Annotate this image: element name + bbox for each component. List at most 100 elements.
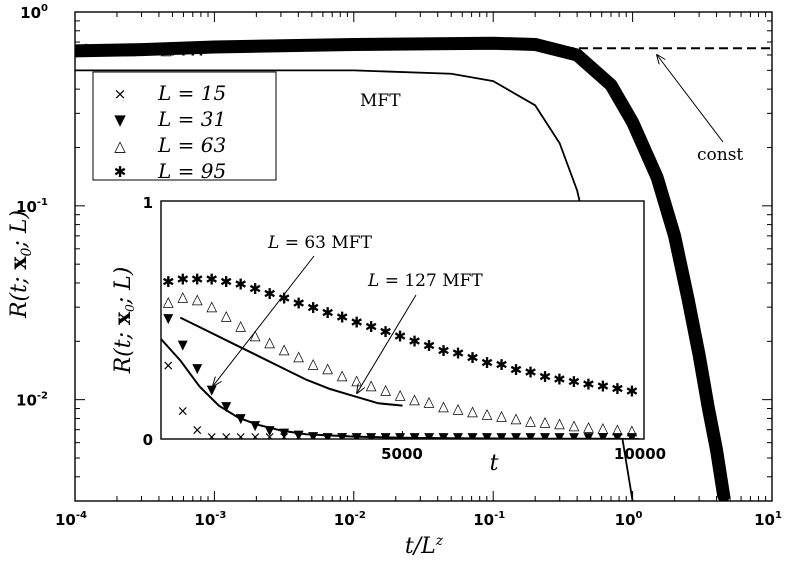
inset-point-triangle-up-open: △ xyxy=(627,422,638,438)
inset-point-asterisk: ✱ xyxy=(394,328,407,346)
inset-mft-line xyxy=(179,316,403,407)
x-tick-label: 101 xyxy=(754,510,782,529)
inset-point-triangle-down-filled: ▼ xyxy=(453,431,463,446)
inset-point-triangle-down-filled: ▼ xyxy=(163,312,173,327)
inset-point-triangle-up-open: △ xyxy=(453,401,464,417)
data-point-asterisk: ✱ xyxy=(166,41,179,60)
inset-point-triangle-down-filled: ▼ xyxy=(424,431,434,446)
inset-point-triangle-up-open: △ xyxy=(467,403,478,419)
inset-point-x: × xyxy=(336,430,348,446)
inset-point-asterisk: ✱ xyxy=(524,363,537,381)
inset-plot: ××× × × × × × × × × × ×▼▼▼▼▼▼ ▼ ▼ ▼ ▼ ▼ ▼ ▼ ▼ ▼ ▼ ▼ ▼ ▼ ▼ ▼ ▼ ▼ ▼ ▼ ▼ ▼… xyxy=(160,200,645,446)
inset-point-triangle-down-filled: ▼ xyxy=(207,383,217,398)
x-axis-label: t/Lz xyxy=(405,533,444,559)
inset-point-x: × xyxy=(278,430,290,446)
x-tick-label: 10-1 xyxy=(473,510,505,529)
data-point-triangle: △ xyxy=(161,43,172,59)
inset-point-triangle-down-filled: ▼ xyxy=(511,431,521,446)
inset-x-tick-mid: 5000 xyxy=(381,445,423,463)
inset-point-triangle-up-open: △ xyxy=(308,356,319,372)
inset-point-triangle-down-filled: ▼ xyxy=(540,431,550,446)
x-tick-label: 10-3 xyxy=(194,510,226,529)
legend-label: L = 95 xyxy=(157,159,226,183)
inset-point-triangle-down-filled: ▼ xyxy=(612,431,622,446)
legend-marker: ▼ xyxy=(114,111,126,129)
inset-point-asterisk: ✱ xyxy=(336,309,349,327)
data-point-asterisk: ✱ xyxy=(186,41,199,60)
data-point-asterisk: ✱ xyxy=(152,41,165,60)
inset-l63-mft-annotation: L = 63 MFT xyxy=(267,233,373,253)
inset-point-x: × xyxy=(264,430,276,446)
inset-point-triangle-down-filled: ▼ xyxy=(265,423,275,438)
inset-point-triangle-down-filled: ▼ xyxy=(352,431,362,446)
legend-label: L = 63 xyxy=(157,133,226,157)
inset-point-triangle-down-filled: ▼ xyxy=(366,431,376,446)
inset-point-triangle-up-open: △ xyxy=(250,327,261,343)
inset-point-triangle-up-open: △ xyxy=(540,414,551,430)
inset-point-triangle-down-filled: ▼ xyxy=(294,428,304,443)
inset-point-asterisk: ✱ xyxy=(582,375,595,393)
legend: × L = 15 ▼ L = 31 △ L = 63 ✱ L = 95 xyxy=(92,71,277,183)
inset-point-triangle-down-filled: ▼ xyxy=(569,431,579,446)
inset-point-triangle-up-open: △ xyxy=(293,349,304,365)
inset-point-asterisk: ✱ xyxy=(626,382,639,400)
inset-point-asterisk: ✱ xyxy=(307,299,320,317)
inset-point-triangle-down-filled: ▼ xyxy=(337,431,347,446)
inset-point-triangle-up-open: △ xyxy=(206,299,217,315)
inset-point-triangle-down-filled: ▼ xyxy=(221,400,231,415)
inset-point-asterisk: ✱ xyxy=(205,271,218,289)
inset-point-triangle-up-open: △ xyxy=(366,377,377,393)
inset-point-triangle-down-filled: ▼ xyxy=(497,431,507,446)
inset-point-x: × xyxy=(191,422,203,438)
inset-point-triangle-down-filled: ▼ xyxy=(192,362,202,377)
inset-point-asterisk: ✱ xyxy=(278,290,291,308)
inset-point-asterisk: ✱ xyxy=(539,368,552,386)
inset-l127-mft-arrow xyxy=(357,294,417,393)
inset-point-asterisk: ✱ xyxy=(481,354,494,372)
inset-point-triangle-up-open: △ xyxy=(554,415,565,431)
y-axis-label: R(t; x0; L) xyxy=(6,210,35,319)
inset-point-asterisk: ✱ xyxy=(249,280,262,298)
inset-point-asterisk: ✱ xyxy=(553,371,566,389)
data-point-asterisk: ✱ xyxy=(177,41,190,60)
inset-point-triangle-down-filled: ▼ xyxy=(525,431,535,446)
inset-point-triangle-up-open: △ xyxy=(438,399,449,415)
inset-point-asterisk: ✱ xyxy=(597,378,610,396)
inset-point-asterisk: ✱ xyxy=(568,373,581,391)
legend-label: L = 15 xyxy=(157,81,226,105)
inset-point-triangle-down-filled: ▼ xyxy=(583,431,593,446)
mft-annotation: MFT xyxy=(360,91,401,111)
inset-point-triangle-down-filled: ▼ xyxy=(381,431,391,446)
inset-point-asterisk: ✱ xyxy=(292,294,305,312)
inset-point-x: × xyxy=(206,430,218,446)
inset-point-triangle-down-filled: ▼ xyxy=(439,431,449,446)
inset-point-asterisk: ✱ xyxy=(611,380,624,398)
inset-point-triangle-up-open: △ xyxy=(351,373,362,389)
inset-point-triangle-up-open: △ xyxy=(322,361,333,377)
inset-point-asterisk: ✱ xyxy=(176,271,189,289)
inset-point-triangle-up-open: △ xyxy=(279,342,290,358)
legend-box xyxy=(92,71,277,181)
inset-y-tick-bottom: 0 xyxy=(143,431,153,449)
data-point-asterisk: ✱ xyxy=(116,41,129,60)
inset-mft-line xyxy=(161,338,640,439)
inset-point-triangle-down-filled: ▼ xyxy=(627,431,637,446)
inset-point-triangle-up-open: △ xyxy=(525,413,536,429)
inset-point-triangle-up-open: △ xyxy=(337,368,348,384)
legend-marker: △ xyxy=(114,137,126,155)
inset-point-triangle-up-open: △ xyxy=(496,408,507,424)
inset-point-triangle-down-filled: ▼ xyxy=(323,431,333,446)
y-tick-label: 10-1 xyxy=(16,197,48,216)
inset-point-triangle-up-open: △ xyxy=(221,308,232,324)
inset-point-triangle-down-filled: ▼ xyxy=(250,419,260,434)
y-tick-label: 100 xyxy=(20,3,48,22)
inset-point-asterisk: ✱ xyxy=(350,313,363,331)
legend-marker: ✱ xyxy=(114,163,127,181)
inset-y-axis-label: R(t; x0; L) xyxy=(110,267,137,375)
inset-point-asterisk: ✱ xyxy=(510,361,523,379)
inset-point-asterisk: ✱ xyxy=(263,285,276,303)
inset-point-triangle-down-filled: ▼ xyxy=(279,426,289,441)
data-point-triangle: △ xyxy=(125,43,136,59)
inset-point-asterisk: ✱ xyxy=(365,318,378,336)
